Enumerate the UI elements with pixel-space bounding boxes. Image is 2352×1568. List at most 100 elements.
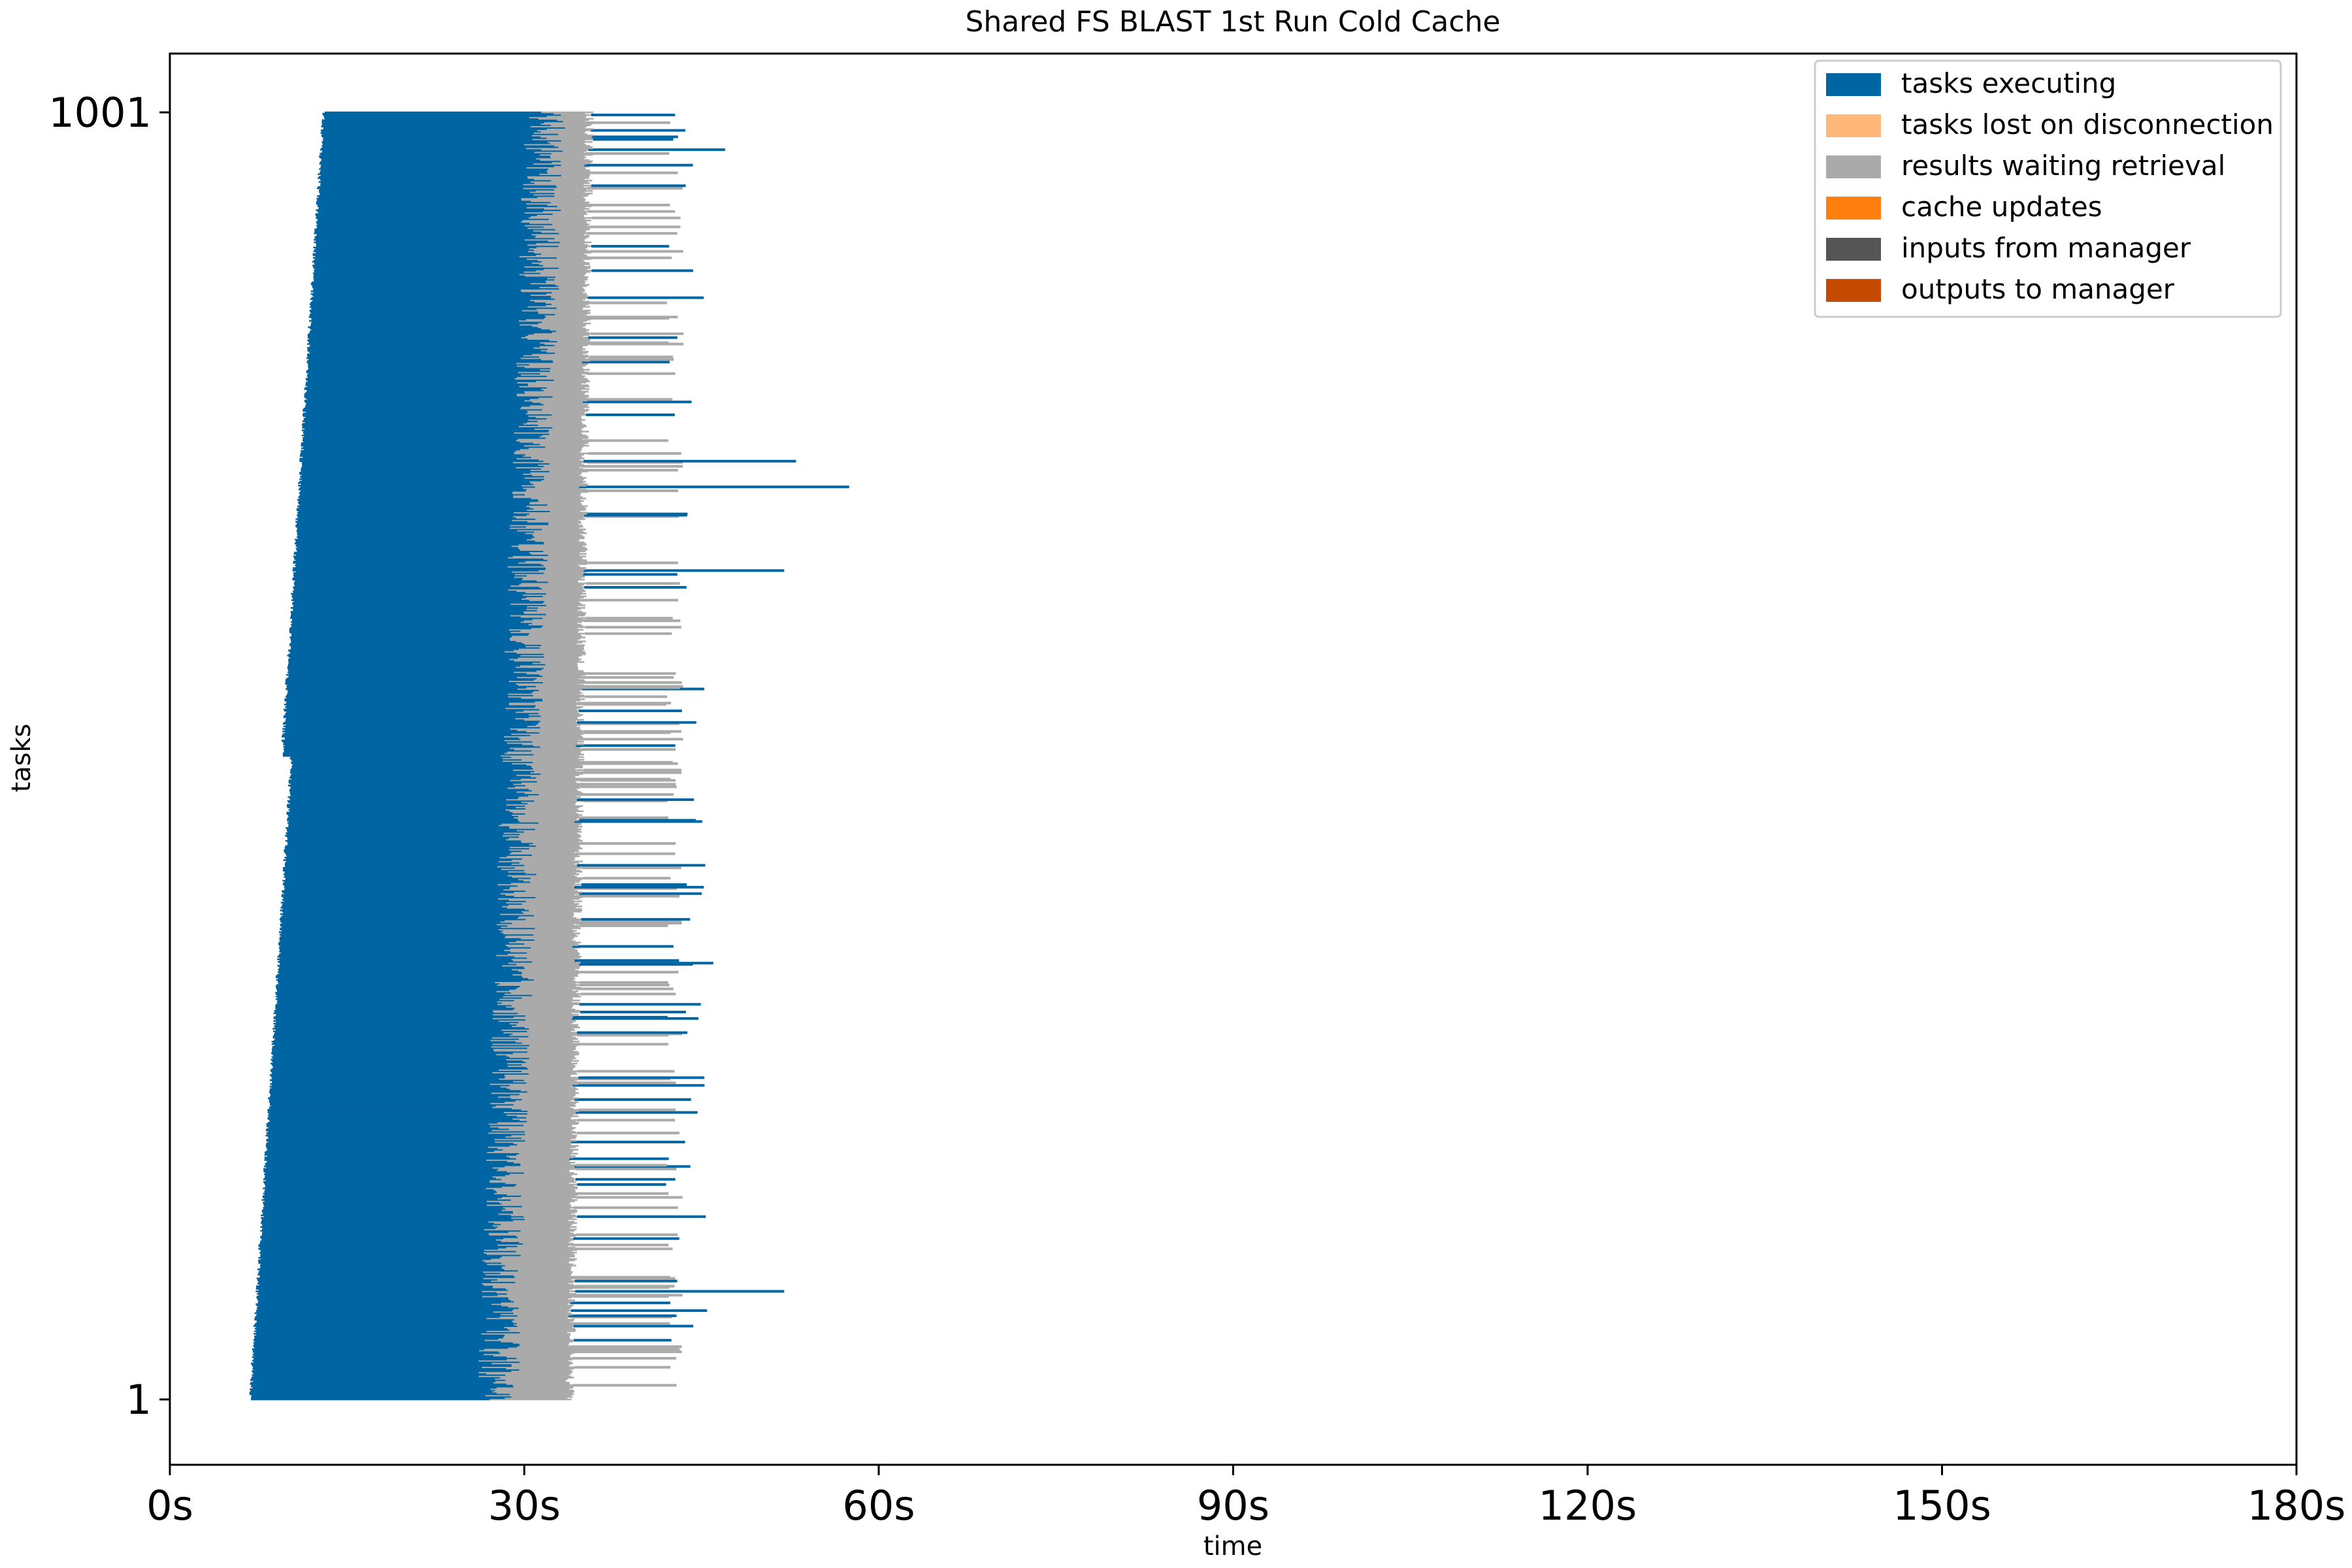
task-wait-bar (490, 1039, 574, 1041)
task-wait-bar (501, 1262, 569, 1264)
task-exec-bar (300, 452, 515, 455)
task-exec-bar (310, 322, 538, 325)
task-wait-bar (509, 849, 579, 851)
task-tail-bar (577, 798, 694, 801)
task-exec-bar (291, 625, 544, 627)
task-exec-bar (265, 1174, 506, 1177)
task-wait-bar (510, 585, 582, 587)
task-exec-bar (294, 542, 544, 545)
task-exec-bar (269, 1086, 500, 1088)
task-wait-bar (503, 1207, 574, 1209)
task-exec-bar (259, 1243, 523, 1245)
task-wait-bar (540, 136, 592, 138)
task-wait-bar (551, 414, 586, 416)
task-exec-bar (263, 1166, 505, 1168)
task-exec-bar (290, 769, 514, 771)
task-exec-bar (260, 1226, 498, 1228)
task-exec-bar (308, 316, 546, 318)
task-exec-bar (290, 639, 510, 641)
task-wait-bar (502, 1266, 572, 1268)
task-exec-bar (308, 368, 540, 371)
task-exec-bar (267, 1155, 507, 1157)
task-wait-bar (508, 1298, 568, 1300)
task-exec-bar (282, 890, 526, 892)
task-wait-bar (526, 608, 581, 610)
task-exec-bar (310, 311, 538, 313)
task-exec-bar (252, 1386, 497, 1389)
task-wait-bar (513, 1219, 568, 1222)
task-exec-bar (268, 1130, 525, 1133)
task-wait-bar (514, 1312, 572, 1315)
task-exec-bar (291, 612, 525, 614)
task-exec-bar (293, 608, 527, 610)
task-exec-bar (282, 752, 505, 755)
task-tail-bar (572, 1084, 705, 1087)
task-wait-bar (512, 545, 583, 547)
task-exec-bar (316, 252, 534, 254)
task-wait-bar (522, 1098, 575, 1101)
task-exec-bar (307, 353, 532, 355)
task-exec-bar (301, 447, 529, 449)
task-exec-bar (261, 1223, 501, 1226)
task-wait-bar (515, 940, 576, 942)
task-exec-bar (316, 197, 521, 200)
task-wait-bar (499, 1201, 571, 1203)
task-exec-bar (305, 406, 522, 408)
task-exec-bar (287, 830, 525, 833)
task-wait-bar (552, 223, 590, 225)
task-wait-bar (500, 1272, 572, 1275)
task-tail-bar (576, 1164, 667, 1167)
task-exec-bar (319, 188, 554, 191)
task-exec-bar (292, 596, 526, 598)
task-exec-bar (277, 980, 521, 983)
task-exec-bar (307, 356, 540, 358)
task-exec-bar (276, 993, 505, 995)
task-wait-bar (525, 366, 583, 368)
task-exec-bar (282, 906, 502, 907)
task-exec-bar (287, 693, 508, 695)
task-wait-bar (519, 862, 580, 864)
task-wait-bar (509, 658, 582, 661)
task-exec-bar (311, 284, 556, 286)
task-exec-bar (298, 488, 527, 491)
task-exec-bar (314, 278, 555, 281)
task-wait-bar (528, 250, 591, 253)
task-wait-bar (527, 1030, 572, 1032)
task-wait-bar (521, 850, 580, 853)
task-exec-bar (299, 497, 532, 500)
task-exec-bar (286, 855, 507, 857)
task-wait-bar (514, 785, 581, 788)
task-exec-bar (319, 152, 551, 155)
task-exec-bar (256, 1304, 502, 1307)
task-exec-bar (265, 1183, 517, 1186)
task-wait-bar (500, 1316, 572, 1318)
task-tail-bar (573, 1206, 678, 1209)
task-exec-bar (285, 683, 516, 685)
task-tail-bar (588, 225, 681, 229)
task-wait-bar (495, 1378, 568, 1380)
task-exec-bar (280, 919, 505, 922)
task-exec-bar (318, 177, 529, 179)
task-exec-bar (252, 1356, 507, 1358)
task-wait-bar (501, 1029, 576, 1031)
task-wait-bar (510, 1393, 574, 1396)
task-exec-bar (256, 1320, 512, 1322)
task-wait-bar (509, 703, 583, 706)
task-wait-bar (538, 689, 581, 691)
task-wait-bar (550, 201, 590, 204)
task-wait-bar (513, 555, 587, 557)
task-wait-bar (493, 1311, 568, 1313)
task-wait-bar (512, 859, 574, 861)
task-wait-bar (521, 801, 577, 804)
task-exec-bar (274, 1044, 530, 1047)
task-exec-bar (284, 875, 512, 878)
task-wait-bar (555, 276, 589, 278)
task-tail-bar (571, 1243, 669, 1247)
task-exec-bar (321, 125, 531, 127)
task-wait-bar (551, 291, 583, 294)
task-exec-bar (285, 719, 525, 721)
task-exec-bar (281, 915, 519, 918)
task-exec-bar (275, 992, 512, 994)
task-wait-bar (512, 968, 576, 971)
task-wait-bar (526, 1082, 575, 1084)
